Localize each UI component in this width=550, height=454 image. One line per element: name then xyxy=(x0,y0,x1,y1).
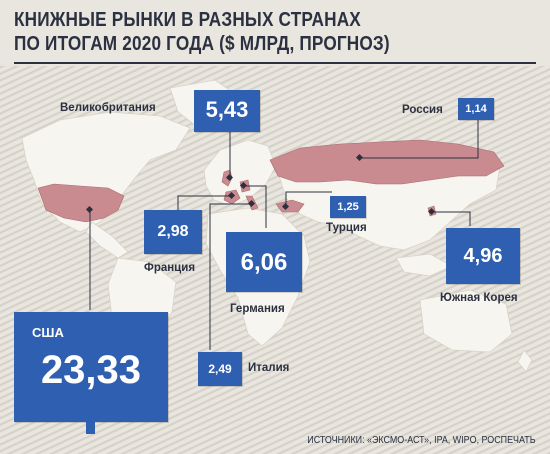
value-book-uk: 5,43 xyxy=(194,90,260,132)
value-book-italy: 2,49 xyxy=(198,352,242,386)
label-russia: Россия xyxy=(402,104,443,116)
dot-russia xyxy=(355,153,364,162)
label-korea: Южная Корея xyxy=(440,292,518,304)
value-korea: 4,96 xyxy=(463,245,503,267)
country-usa xyxy=(37,183,125,223)
value-book-korea: 4,96 xyxy=(446,228,520,284)
landmass-europe xyxy=(203,139,277,207)
value-book-russia: 1,14 xyxy=(458,98,494,120)
dot-france xyxy=(227,191,236,200)
title-rule xyxy=(14,62,536,64)
leader-russia xyxy=(360,120,479,159)
leader-italy xyxy=(209,203,252,350)
value-usa: 23,33 xyxy=(40,348,142,392)
value-germany: 6,06 xyxy=(240,249,288,276)
title-line-2: ПО ИТОГАМ 2020 ГОДА ($ МЛРД, ПРОГНОЗ) xyxy=(14,33,390,55)
value-france: 2,98 xyxy=(157,223,189,240)
source-note: ИСТОЧНИКИ: «ЭКСМО-АСТ», IPA, WIPO, РОСПЕ… xyxy=(307,434,536,446)
bookmark-ribbon-usa xyxy=(86,418,95,434)
value-book-germany: 6,06 xyxy=(226,232,302,292)
dot-turkey xyxy=(281,202,290,211)
landmass-australia xyxy=(419,289,513,353)
dot-germany xyxy=(239,181,248,190)
label-france: Франция xyxy=(144,262,196,274)
dot-usa xyxy=(85,205,94,214)
dot-italy xyxy=(247,199,256,208)
label-uk: Великобритания xyxy=(60,102,156,114)
value-italy: 2,49 xyxy=(208,362,232,376)
value-book-usa: США 23,33 xyxy=(14,312,168,422)
leader-germany xyxy=(244,185,267,228)
label-usa: США xyxy=(32,325,64,340)
value-book-turkey: 1,25 xyxy=(330,196,366,218)
value-uk: 5,43 xyxy=(205,97,249,122)
value-book-france: 2,98 xyxy=(144,210,202,254)
dot-korea xyxy=(427,207,436,216)
label-germany: Германия xyxy=(230,303,285,315)
leader-france xyxy=(177,195,232,212)
dot-uk xyxy=(225,173,234,182)
label-turkey: Турция xyxy=(326,222,367,234)
label-italy: Италия xyxy=(248,362,290,374)
leader-turkey xyxy=(285,191,332,207)
title-line-1: КНИЖНЫЕ РЫНКИ В РАЗНЫХ СТРАНАХ xyxy=(14,9,361,31)
value-russia: 1,14 xyxy=(465,103,487,115)
value-turkey: 1,25 xyxy=(337,201,359,213)
country-turkey xyxy=(275,199,305,213)
country-russia xyxy=(269,139,505,185)
landmass-new-zealand xyxy=(517,349,533,373)
leader-korea xyxy=(432,211,471,226)
landmass-se-asia xyxy=(395,253,453,277)
title: КНИЖНЫЕ РЫНКИ В РАЗНЫХ СТРАНАХ ПО ИТОГАМ… xyxy=(14,8,461,56)
